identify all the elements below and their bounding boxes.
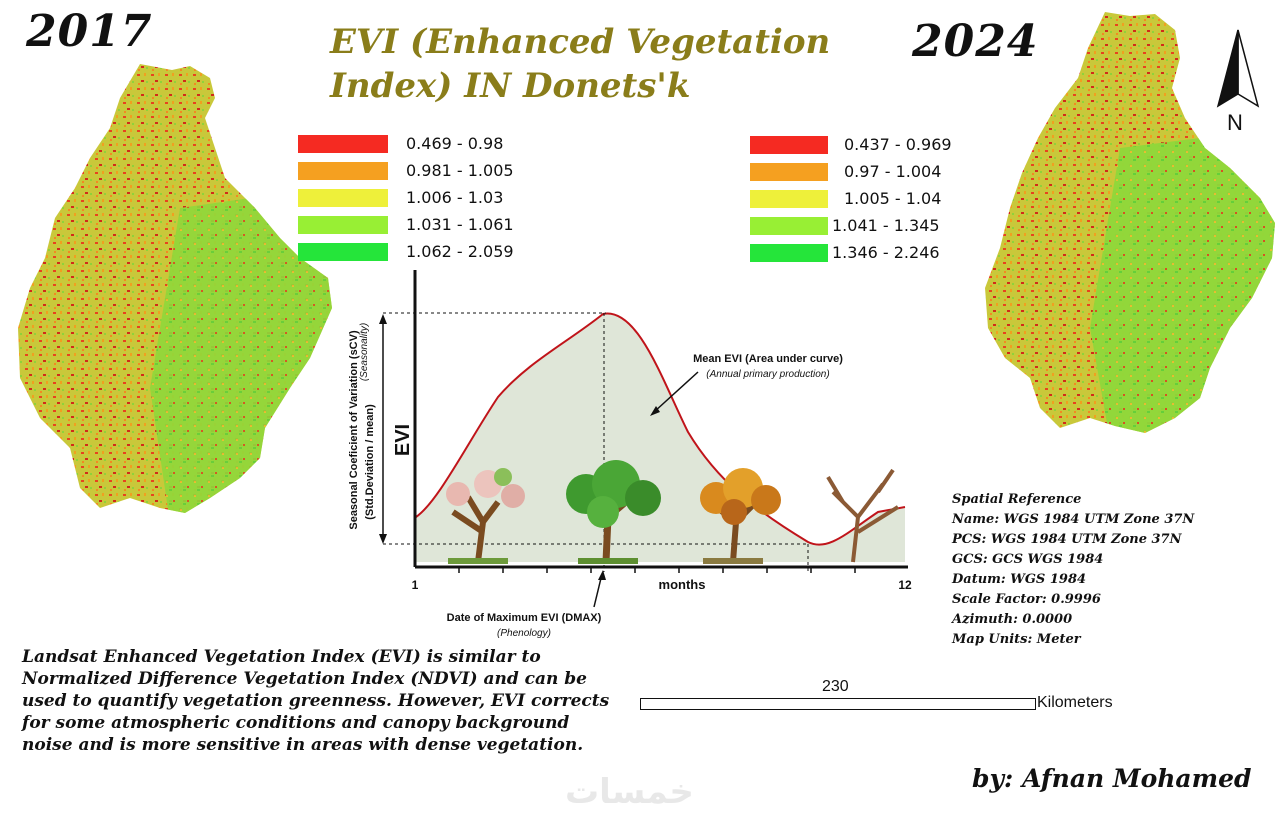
legend-label: 1.031 - 1.061 [406, 215, 514, 234]
legend-item: 1.006 - 1.03 [298, 184, 558, 211]
legend-item: 1.346 - 2.246 [750, 239, 1010, 266]
spatial-reference-line: PCS: WGS 1984 UTM Zone 37N [952, 532, 1182, 547]
legend-label: 1.062 - 2.059 [406, 242, 514, 261]
legend-swatch [750, 243, 828, 262]
scv-formula-label: (Std.Deviation / mean) [364, 404, 376, 520]
spatial-reference-line: Azimuth: 0.0000 [952, 612, 1073, 627]
dmax-pointer-head [598, 570, 606, 580]
scale-value: 230 [822, 678, 849, 695]
x-axis-ticks [458, 567, 856, 573]
x-axis-end-label: 12 [898, 578, 912, 592]
area-under-curve [416, 313, 905, 562]
legend-item: 0.981 - 1.005 [298, 157, 558, 184]
legend-swatch [750, 135, 828, 154]
legend-swatch [298, 188, 388, 207]
dmax-sublabel: (Phenology) [497, 628, 551, 639]
legend-label: 1.346 - 2.246 [832, 243, 940, 262]
map-2017 [18, 64, 332, 513]
legend-label: 1.005 - 1.04 [844, 189, 942, 208]
north-label: N [1227, 110, 1243, 135]
legend-swatch [750, 162, 828, 181]
spatial-reference-heading: Spatial Reference [952, 492, 1082, 507]
legend-swatch [298, 161, 388, 180]
mean-pointer-head [650, 406, 660, 416]
legend-item: 1.062 - 2.059 [298, 238, 558, 265]
tree-spring-icon [446, 468, 525, 564]
legend-swatch [298, 215, 388, 234]
legend-item: 1.031 - 1.061 [298, 211, 558, 238]
author-credit: by: Afnan Mohamed [972, 764, 1252, 793]
scale-bar [640, 698, 1036, 710]
legend-swatch [298, 134, 388, 153]
legend-item: 0.97 - 1.004 [750, 158, 1010, 185]
scv-label: Seasonal Coeficient of Variation (sCV) [348, 330, 360, 530]
scale-unit: Kilometers [1037, 694, 1113, 711]
year-2017-label: 2017 [26, 6, 153, 57]
dmax-label: Date of Maximum EVI (DMAX) [447, 612, 602, 624]
legend-label: 1.006 - 1.03 [406, 188, 504, 207]
legend-label: 0.981 - 1.005 [406, 161, 514, 180]
legend-label: 0.437 - 0.969 [844, 135, 952, 154]
year-2024-label: 2024 [912, 16, 1039, 67]
evi-phenology-diagram: EVI Seasonal Coeficient of Variation (sC… [348, 270, 912, 639]
y-axis-label: EVI [392, 424, 414, 456]
spatial-reference-line: GCS: GCS WGS 1984 [952, 552, 1104, 567]
legend-2017: 0.469 - 0.98 0.981 - 1.005 1.006 - 1.03 … [298, 130, 558, 265]
x-axis-start-label: 1 [412, 578, 419, 592]
evi-curve [415, 312, 906, 546]
spatial-reference-line: Map Units: Meter [952, 632, 1081, 647]
north-arrow-icon [1216, 29, 1260, 108]
map-title: EVI (Enhanced Vegetation Index) IN Donet… [330, 22, 831, 106]
spatial-reference: Spatial Reference Name: WGS 1984 UTM Zon… [952, 490, 1194, 650]
mean-evi-label: Mean EVI (Area under curve) [693, 353, 843, 365]
tree-winter-icon [826, 468, 900, 563]
legend-swatch [750, 216, 828, 235]
spatial-reference-line: Datum: WGS 1984 [952, 572, 1087, 587]
tree-autumn-icon [700, 468, 781, 564]
legend-label: 1.041 - 1.345 [832, 216, 940, 235]
mean-evi-sublabel: (Annual primary production) [706, 369, 829, 380]
x-axis-label: months [659, 577, 706, 592]
spatial-reference-line: Scale Factor: 0.9996 [952, 592, 1101, 607]
map-2024 [985, 12, 1275, 433]
legend-swatch [750, 189, 828, 208]
evi-description: Landsat Enhanced Vegetation Index (EVI) … [22, 647, 610, 755]
mean-pointer-arrow [653, 371, 699, 413]
legend-item: 0.437 - 0.969 [750, 131, 1010, 158]
seasonality-label: (Seasonality) [359, 323, 370, 381]
legend-item: 1.041 - 1.345 [750, 212, 1010, 239]
spatial-reference-line: Name: WGS 1984 UTM Zone 37N [952, 512, 1195, 527]
legend-2024: 0.437 - 0.969 0.97 - 1.004 1.005 - 1.04 … [750, 131, 1010, 266]
legend-label: 0.469 - 0.98 [406, 134, 504, 153]
watermark: خمسات [565, 772, 694, 812]
tree-summer-icon [566, 460, 661, 564]
legend-item: 1.005 - 1.04 [750, 185, 1010, 212]
legend-item: 0.469 - 0.98 [298, 130, 558, 157]
legend-label: 0.97 - 1.004 [844, 162, 942, 181]
legend-swatch [298, 242, 388, 261]
